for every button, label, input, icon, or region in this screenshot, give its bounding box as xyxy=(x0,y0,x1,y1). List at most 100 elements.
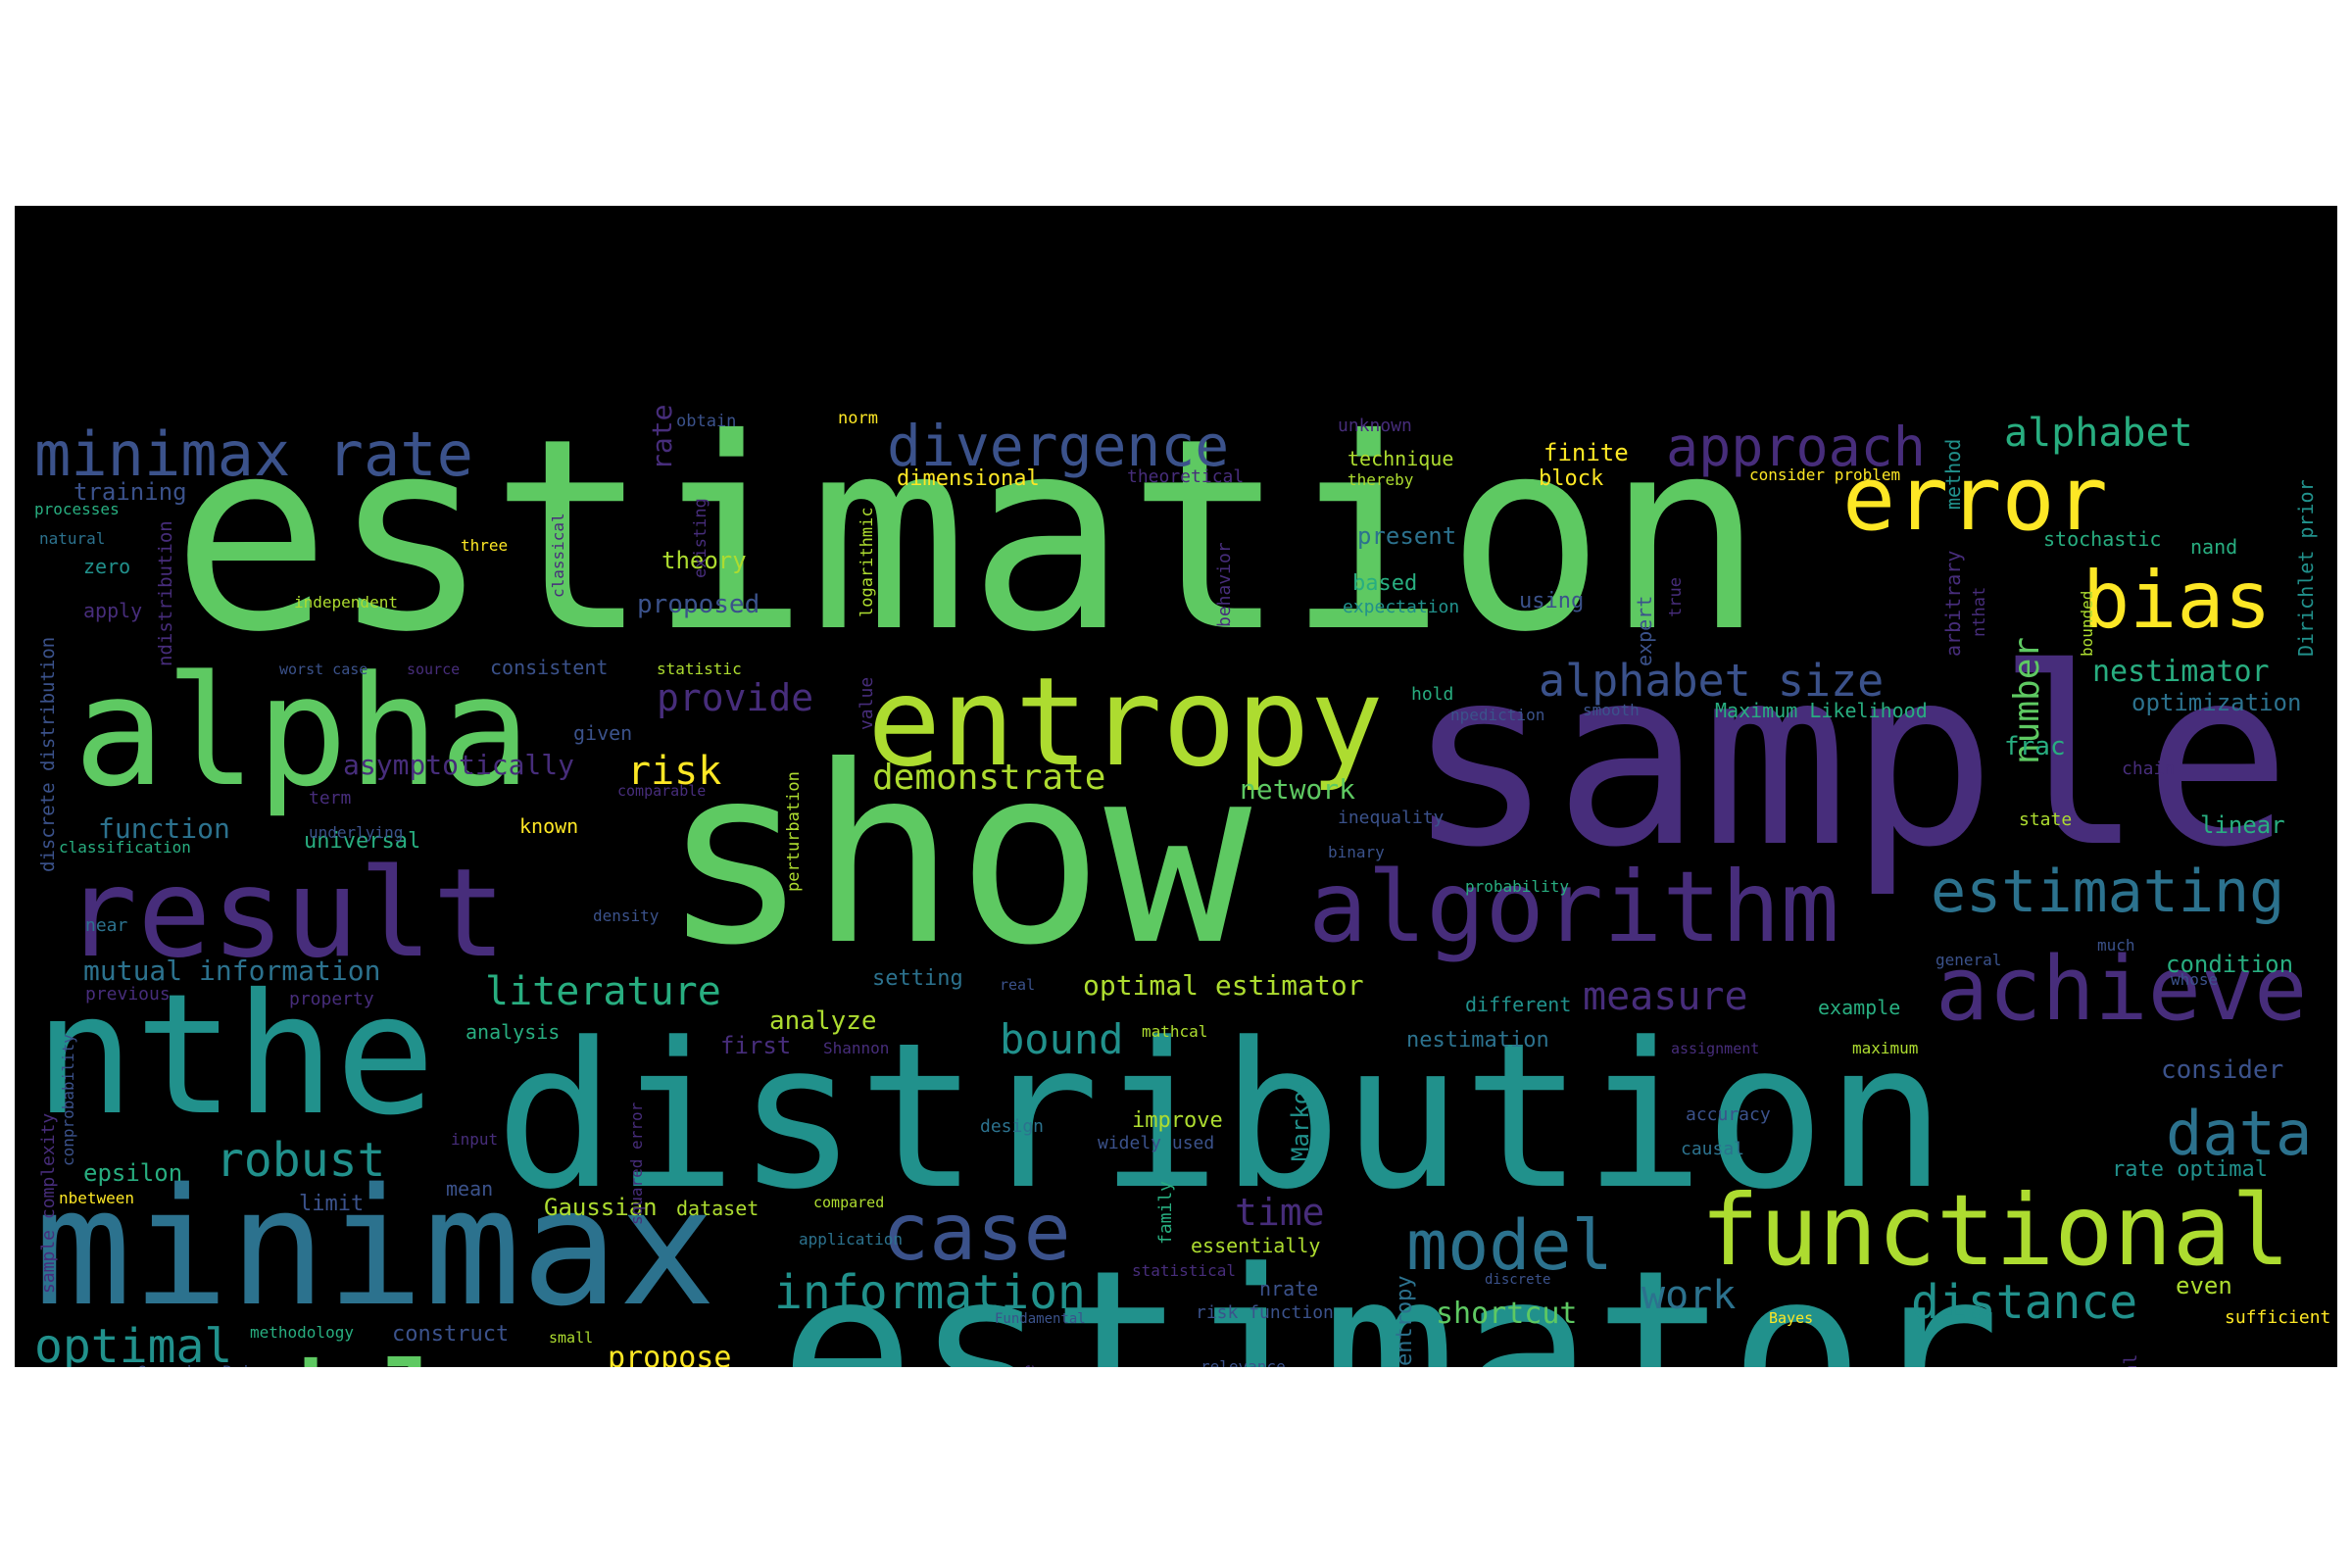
cloud-word: different xyxy=(1465,993,1571,1016)
cloud-word: whose xyxy=(2171,970,2218,989)
cloud-word: natural xyxy=(39,529,105,548)
cloud-word: statistic xyxy=(657,660,742,678)
cloud-word: minimax xyxy=(34,1153,715,1342)
cloud-word: model xyxy=(1406,1205,1613,1286)
cloud-word: previous xyxy=(85,984,171,1004)
cloud-word: estimation xyxy=(172,381,1765,690)
cloud-word: application xyxy=(799,1230,903,1249)
cloud-word: information xyxy=(774,1265,1086,1320)
cloud-word: minimax rate xyxy=(34,418,473,490)
cloud-word: even xyxy=(2176,1272,2232,1299)
cloud-word: hold xyxy=(1411,684,1453,705)
cloud-word: shortcut xyxy=(1436,1297,1578,1331)
cloud-word: improve xyxy=(1132,1108,1223,1133)
cloud-word: property xyxy=(289,989,374,1009)
cloud-word: achieve xyxy=(1936,938,2307,1041)
cloud-word: Shannon entropy xyxy=(1393,1275,1417,1367)
cloud-word: estimator xyxy=(779,1223,2000,1367)
cloud-word: propose xyxy=(608,1341,731,1367)
cloud-word: known xyxy=(519,814,578,838)
cloud-word: based xyxy=(1352,571,1417,596)
cloud-word: consider problem xyxy=(1749,466,1900,484)
cloud-word: discrete distribution xyxy=(37,637,59,872)
cloud-word: input xyxy=(451,1130,498,1149)
cloud-word: divergence xyxy=(887,413,1229,479)
cloud-word: problem xyxy=(34,1334,633,1367)
cloud-word: block xyxy=(1539,466,1603,491)
cloud-word: statistical xyxy=(1132,1261,1236,1280)
cloud-word: optimal estimator xyxy=(1083,969,1364,1002)
cloud-word: family xyxy=(1155,1181,1176,1245)
cloud-word: entropy xyxy=(867,652,1384,794)
cloud-word: error xyxy=(1842,448,2108,551)
cloud-word: network xyxy=(1240,773,1355,806)
cloud-word: inequality xyxy=(1338,808,1445,828)
cloud-word: norm xyxy=(838,409,878,428)
cloud-word: assignment xyxy=(1671,1040,1759,1057)
cloud-word: Gaussian xyxy=(544,1194,658,1221)
cloud-word: sufficient xyxy=(2225,1307,2330,1328)
cloud-word: stochastic xyxy=(2043,527,2161,551)
cloud-word: estimating xyxy=(1931,858,2284,926)
cloud-word: conprobability xyxy=(59,1034,77,1166)
cloud-word: measure xyxy=(1583,974,1748,1019)
cloud-word: example xyxy=(1818,996,1900,1019)
cloud-word: mathcal xyxy=(1142,1022,1207,1041)
cloud-word: near xyxy=(85,915,128,936)
cloud-word: demonstrate xyxy=(872,758,1105,798)
cloud-word: setting xyxy=(872,966,963,991)
cloud-word: causal xyxy=(1681,1139,1744,1159)
cloud-word: widely used xyxy=(1098,1133,1214,1153)
cloud-word: small xyxy=(549,1329,593,1347)
cloud-word: bound xyxy=(1000,1015,1123,1063)
cloud-word: first xyxy=(720,1032,791,1059)
cloud-word: linear xyxy=(2200,811,2285,839)
cloud-word: methodology xyxy=(250,1323,354,1342)
cloud-word: accuracy xyxy=(1686,1104,1771,1125)
cloud-word: robust xyxy=(216,1133,385,1188)
cloud-word: comparable xyxy=(617,782,706,800)
cloud-word: chain xyxy=(2122,759,2175,779)
cloud-word: training xyxy=(74,478,187,506)
word-cloud: estimation sample show estimator distributio… xyxy=(15,206,2337,1367)
cloud-word: value xyxy=(857,677,877,730)
cloud-word: real xyxy=(1000,976,1035,994)
cloud-word: classification xyxy=(59,838,191,857)
cloud-word: sample complexity xyxy=(38,1113,59,1294)
cloud-word: alpha xyxy=(74,643,531,820)
cloud-word: discrete xyxy=(1485,1272,1550,1288)
cloud-word: Fundamental xyxy=(995,1311,1086,1327)
cloud-word: processes xyxy=(34,500,120,518)
cloud-word: frac xyxy=(2004,732,2066,761)
cloud-word: finite xyxy=(1544,439,1629,466)
cloud-word: Dirichlet prior xyxy=(2294,479,2318,657)
cloud-word: rate xyxy=(646,405,678,470)
cloud-word: nestimation xyxy=(1406,1028,1549,1053)
cloud-word: nrate xyxy=(1259,1277,1318,1300)
cloud-word: relevance xyxy=(1200,1357,1286,1367)
cloud-word: algorithm xyxy=(1308,850,1839,964)
cloud-word: consistent xyxy=(490,656,608,679)
cloud-word: optimal xyxy=(34,1319,232,1367)
cloud-word: provide xyxy=(657,676,813,719)
cloud-word: asymptotically xyxy=(343,749,574,781)
cloud-word: smooth xyxy=(1583,701,1640,719)
cloud-word: time xyxy=(1235,1191,1325,1234)
cloud-word: worst case xyxy=(279,661,368,678)
cloud-word: squared error xyxy=(627,1102,646,1225)
cloud-word: technique xyxy=(1348,447,1453,470)
cloud-word: optimization xyxy=(2132,689,2301,716)
cloud-word: thereby xyxy=(1348,470,1414,489)
cloud-word: present xyxy=(1357,522,1456,550)
cloud-word: Shannon xyxy=(823,1039,889,1057)
cloud-word: proposed xyxy=(637,590,760,619)
cloud-word: nthat xyxy=(1970,587,1989,637)
cloud-word: nand xyxy=(2190,535,2237,559)
cloud-word: approach xyxy=(1666,416,1926,478)
cloud-word: npediction xyxy=(1450,706,1544,724)
cloud-word: design xyxy=(980,1116,1044,1137)
cloud-word: apply xyxy=(83,599,142,622)
cloud-word: unknown xyxy=(1338,416,1412,436)
cloud-word: perturbation xyxy=(784,771,804,892)
